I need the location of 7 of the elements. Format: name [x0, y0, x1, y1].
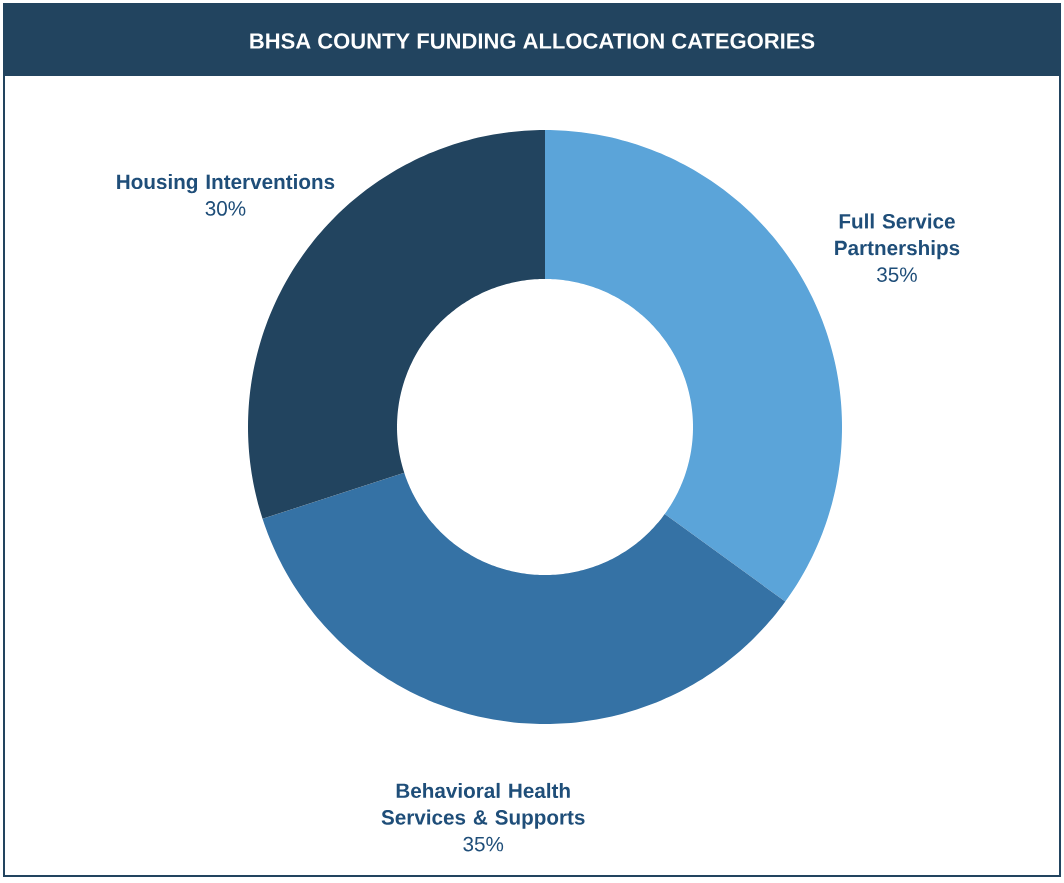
data-label: 35%: [877, 267, 917, 282]
data-label: 35%: [463, 836, 504, 852]
data-label: 30%: [205, 201, 246, 216]
slice-label: Full Service Partnerships: [835, 213, 960, 260]
slice-label: Behavioral Health Services & Supports: [381, 782, 585, 829]
slice-label: Housing Interventions: [117, 173, 335, 194]
chart-title: BHSA COUNTY FUNDING ALLOCATION CATEGORIES: [250, 33, 815, 49]
